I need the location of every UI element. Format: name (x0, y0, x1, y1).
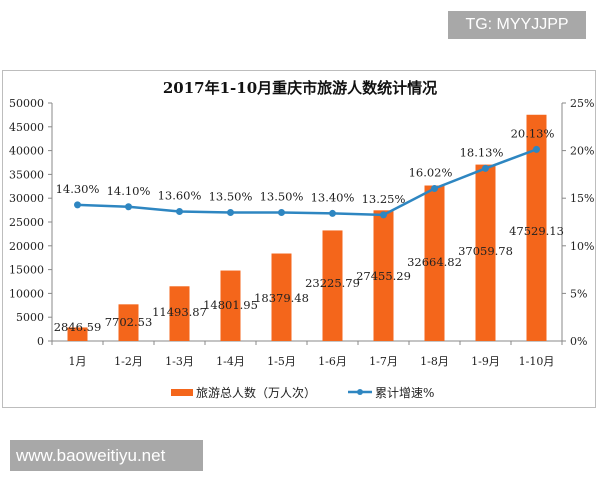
right-tick-label: 5% (570, 287, 587, 300)
bar-data-label: 27455.29 (356, 269, 411, 283)
right-tick-label: 20% (570, 145, 594, 158)
bar (118, 304, 139, 341)
line-data-label: 13.50% (260, 189, 304, 203)
x-tick-label: 1-7月 (369, 355, 398, 368)
left-tick-label: 35000 (9, 168, 44, 181)
left-tick-label: 10000 (9, 287, 44, 300)
growth-point (482, 164, 489, 172)
line-data-label: 13.60% (158, 189, 202, 203)
bar (220, 270, 241, 341)
growth-point (533, 145, 540, 153)
right-tick-label: 15% (570, 192, 594, 205)
right-tick-label: 10% (570, 240, 594, 253)
growth-point (380, 211, 387, 219)
bar-data-label: 18379.48 (254, 291, 309, 305)
growth-point (431, 184, 438, 192)
line-data-label: 13.25% (362, 192, 406, 206)
legend: 旅游总人数（万人次） 累计增速% (171, 385, 434, 400)
growth-line (77, 148, 537, 217)
chart-title: 2017年1-10月重庆市旅游人数统计情况 (163, 79, 437, 97)
x-tick-label: 1-6月 (318, 355, 347, 368)
growth-point (176, 208, 183, 216)
left-tick-label: 0 (37, 335, 44, 348)
bar-data-label: 11493.87 (152, 305, 207, 319)
left-tick-label: 50000 (9, 97, 44, 110)
x-tick-label: 1-3月 (165, 355, 194, 368)
legend-line-marker (357, 389, 363, 395)
legend-bar-swatch (171, 389, 193, 396)
left-tick-label: 20000 (9, 240, 44, 253)
bar-data-label: 23225.79 (305, 276, 360, 290)
right-tick-label: 0% (570, 335, 587, 348)
left-tick-label: 30000 (9, 192, 44, 205)
line-data-label: 14.30% (56, 182, 100, 196)
growth-point (125, 203, 132, 211)
growth-point (227, 208, 234, 216)
growth-point (74, 201, 81, 209)
bar-data-label: 2846.59 (54, 320, 102, 334)
right-tick-label: 25% (570, 97, 594, 110)
bar (67, 327, 88, 341)
x-tick-label: 1-9月 (471, 355, 500, 368)
watermark-badge-top: TG: MYYJJPP (448, 11, 586, 39)
line-data-label: 16.02% (409, 165, 453, 179)
x-tick-label: 1月 (69, 355, 87, 368)
left-tick-label: 45000 (9, 121, 44, 134)
bar (424, 185, 445, 341)
x-tick-label: 1-4月 (216, 355, 245, 368)
growth-point (278, 208, 285, 216)
x-tick-label: 1-2月 (114, 355, 143, 368)
legend-bar-label: 旅游总人数（万人次） (196, 385, 316, 400)
bar (373, 210, 394, 341)
bar (322, 230, 343, 341)
bar (526, 114, 547, 341)
x-tick-label: 1-5月 (267, 355, 296, 368)
line-data-label: 14.10% (107, 184, 151, 198)
growth-point (329, 209, 336, 217)
bar-data-label: 14801.95 (203, 298, 258, 312)
bar-data-label: 37059.78 (458, 244, 513, 258)
line-data-label: 18.13% (460, 145, 504, 159)
left-tick-label: 15000 (9, 264, 44, 277)
bar-data-label: 7702.53 (105, 315, 153, 329)
left-tick-label: 5000 (16, 311, 44, 324)
bar (169, 286, 190, 341)
line-data-label: 20.13% (511, 126, 555, 140)
bar-data-label: 32664.82 (407, 255, 462, 269)
left-tick-label: 40000 (9, 145, 44, 158)
legend-line-label: 累计增速% (375, 386, 434, 400)
bar (271, 253, 292, 341)
line-data-label: 13.50% (209, 189, 253, 203)
chart-frame (2, 70, 596, 408)
bar-data-label: 47529.13 (509, 224, 564, 238)
line-data-label: 13.40% (311, 190, 355, 204)
x-tick-label: 1-10月 (519, 355, 555, 368)
watermark-badge-bottom: www.baoweitiyu.net (10, 440, 203, 471)
bar (475, 164, 496, 341)
left-tick-label: 25000 (9, 216, 44, 229)
x-tick-label: 1-8月 (420, 355, 449, 368)
